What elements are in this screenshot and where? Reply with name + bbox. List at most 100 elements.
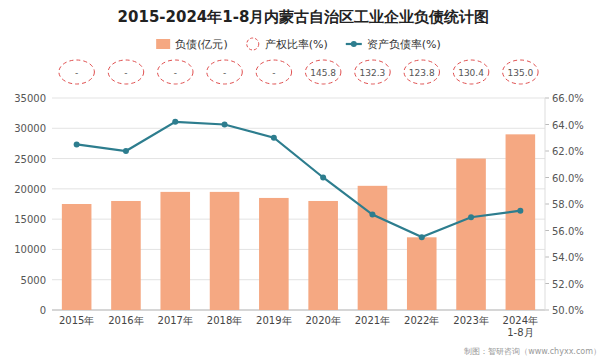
x-tick-label: 2024年1-8月 (503, 315, 538, 338)
data-label: 130.4 (458, 68, 484, 78)
y2-tick-label: 50.0% (552, 305, 584, 316)
y-tick-label: 20000 (14, 184, 46, 195)
x-tick-label-line: 2023年 (453, 315, 488, 326)
bar (358, 186, 388, 310)
bar (506, 134, 536, 310)
ratio-oval (355, 60, 390, 84)
ratio-oval (256, 60, 291, 84)
axes: 0 5000 10000 15000 20000 25000 30000 35000 50.0%… (14, 93, 584, 338)
plot-data (62, 119, 535, 310)
line (77, 122, 521, 237)
y2-tick-label: 52.0% (552, 279, 584, 290)
legend-swatch-marker (351, 41, 357, 47)
y-tick-label: 35000 (14, 93, 46, 104)
bar (308, 201, 338, 310)
legend-label: 产权比率(%) (265, 38, 328, 51)
data-label: - (174, 68, 177, 78)
y2-tick-label: 60.0% (552, 173, 584, 184)
line-marker (172, 119, 178, 125)
ratio-oval (404, 60, 439, 84)
legend-item: 资产负债率(%) (346, 38, 441, 51)
bar (111, 201, 141, 310)
x-tick-label-line: 2015年 (59, 315, 94, 326)
line-marker (123, 148, 129, 154)
x-tick-label: 2021年 (355, 315, 390, 326)
x-tick-label: 2015年 (59, 315, 94, 326)
line-marker (74, 141, 80, 147)
y2-tick (545, 204, 549, 205)
y-tick-label: 10000 (14, 244, 46, 255)
x-tick-label: 2018年 (207, 315, 242, 326)
chart: 2015-2024年1-8月内蒙古自治区工业企业负债统计图 0 5000 10000 1… (0, 0, 607, 359)
line-marker (320, 175, 326, 181)
bar (62, 204, 92, 310)
y2-tick (545, 283, 549, 284)
y2-tick (545, 124, 549, 125)
legend-item: 产权比率(%) (247, 38, 328, 51)
x-tick-label-line: 1-8月 (507, 327, 533, 338)
legend: 负债(亿元) 产权比率(%) 资产负债率(%) (156, 38, 441, 51)
bar (210, 192, 240, 310)
y-tick-label: 5000 (21, 275, 46, 286)
ratio-oval (158, 60, 193, 84)
x-tick-label: 2022年 (404, 315, 439, 326)
y2-tick-label: 62.0% (552, 146, 584, 157)
x-tick-label-line: 2016年 (108, 315, 143, 326)
legend-swatch (247, 38, 259, 50)
line-marker (468, 214, 474, 220)
y-tick-label: 15000 (14, 214, 46, 225)
y-tick-label: 0 (40, 305, 46, 316)
y2-tick (545, 177, 549, 178)
annotation: 制图：智研咨询（www.chyxx.com） (464, 347, 601, 356)
y-tick-label: 30000 (14, 123, 46, 134)
legend-item: 负债(亿元) (156, 38, 228, 51)
ratio-oval (453, 60, 488, 84)
y-tick-label: 25000 (14, 154, 46, 165)
y2-tick-label: 54.0% (552, 252, 584, 263)
y2-tick-label: 66.0% (552, 93, 584, 104)
legend-label: 资产负债率(%) (367, 38, 441, 51)
line-marker (517, 208, 523, 214)
background (0, 0, 607, 359)
y2-axis-line (545, 98, 546, 310)
y2-tick (545, 310, 549, 311)
title: 2015-2024年1-8月内蒙古自治区工业企业负债统计图 (118, 8, 490, 26)
bar (160, 192, 190, 310)
x-tick-label: 2019年 (256, 315, 291, 326)
y2-tick (545, 230, 549, 231)
y2-tick-label: 64.0% (552, 120, 584, 131)
bar (407, 237, 437, 310)
x-tick-label-line: 2018年 (207, 315, 242, 326)
data-label: 132.3 (360, 68, 386, 78)
line-marker (271, 135, 277, 141)
bar (456, 159, 486, 310)
ratio-oval (207, 60, 242, 84)
data-label: - (272, 68, 275, 78)
x-tick-label: 2023年 (453, 315, 488, 326)
legend-swatch (156, 39, 170, 49)
y2-tick-label: 56.0% (552, 226, 584, 237)
x-tick-label-line: 2024年 (503, 315, 538, 326)
legend-label: 负债(亿元) (175, 38, 228, 51)
grid-line (52, 128, 545, 129)
data-label: - (75, 68, 78, 78)
y2-tick (545, 151, 549, 152)
x-tick-label: 2017年 (158, 315, 193, 326)
ratio-oval (108, 60, 143, 84)
ratio-oval (305, 60, 340, 84)
data-label: 145.8 (310, 68, 336, 78)
data-label: 135.0 (507, 68, 533, 78)
x-tick-label-line: 2020年 (305, 315, 340, 326)
x-tick-label-line: 2017年 (158, 315, 193, 326)
x-tick-label-line: 2019年 (256, 315, 291, 326)
y2-tick (545, 257, 549, 258)
line-marker (419, 234, 425, 240)
label-row: -----145.8132.3123.8130.4135.0 (59, 60, 538, 84)
x-tick-label: 2020年 (305, 315, 340, 326)
data-label: 123.8 (409, 68, 435, 78)
bar (259, 198, 289, 310)
data-label: - (124, 68, 127, 78)
x-tick-label: 2016年 (108, 315, 143, 326)
y2-tick-label: 58.0% (552, 199, 584, 210)
line-marker (222, 122, 228, 128)
